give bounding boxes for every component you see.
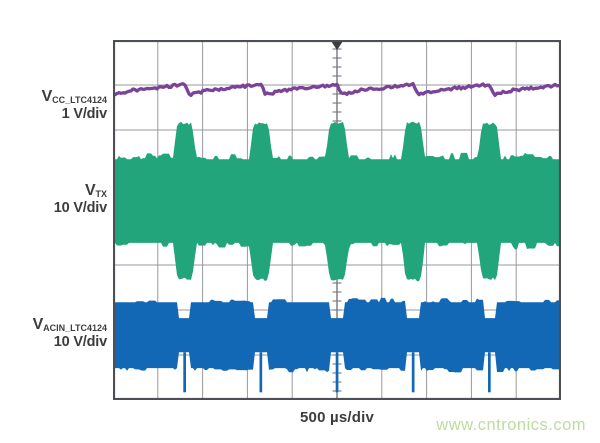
vacin-spike: [411, 352, 415, 393]
channel-label-vtx: VTX 10 V/div: [0, 182, 107, 216]
vacin-waveform: [113, 297, 561, 373]
scope-plot: [113, 40, 561, 400]
vacin-spike: [259, 352, 263, 393]
channel-name-vcc: VCC_LTC4124: [41, 88, 107, 105]
vacin-spike: [335, 352, 339, 393]
vcc-waveform: [113, 81, 561, 98]
channel-name-vacin: VACIN_LTC4124: [32, 316, 107, 333]
channel-scale-vtx: 10 V/div: [53, 199, 107, 216]
channel-label-vcc: VCC_LTC4124 1 V/div: [0, 88, 108, 122]
vacin-spike: [183, 352, 186, 393]
channel-scale-vcc: 1 V/div: [61, 105, 108, 122]
graticule-border: [113, 40, 561, 400]
channel-name-vtx: VTX: [85, 182, 107, 199]
vacin-spike: [488, 352, 491, 393]
scope-graticule: [113, 40, 561, 400]
channel-label-vacin: VACIN_LTC4124 10 V/div: [0, 316, 108, 350]
channel-scale-vacin: 10 V/div: [53, 333, 107, 350]
watermark-url: www.cntronics.com: [436, 416, 586, 434]
timebase-label: 500 µs/div: [299, 409, 375, 426]
trigger-marker-icon: [331, 41, 343, 50]
vtx-waveform: [113, 121, 561, 282]
